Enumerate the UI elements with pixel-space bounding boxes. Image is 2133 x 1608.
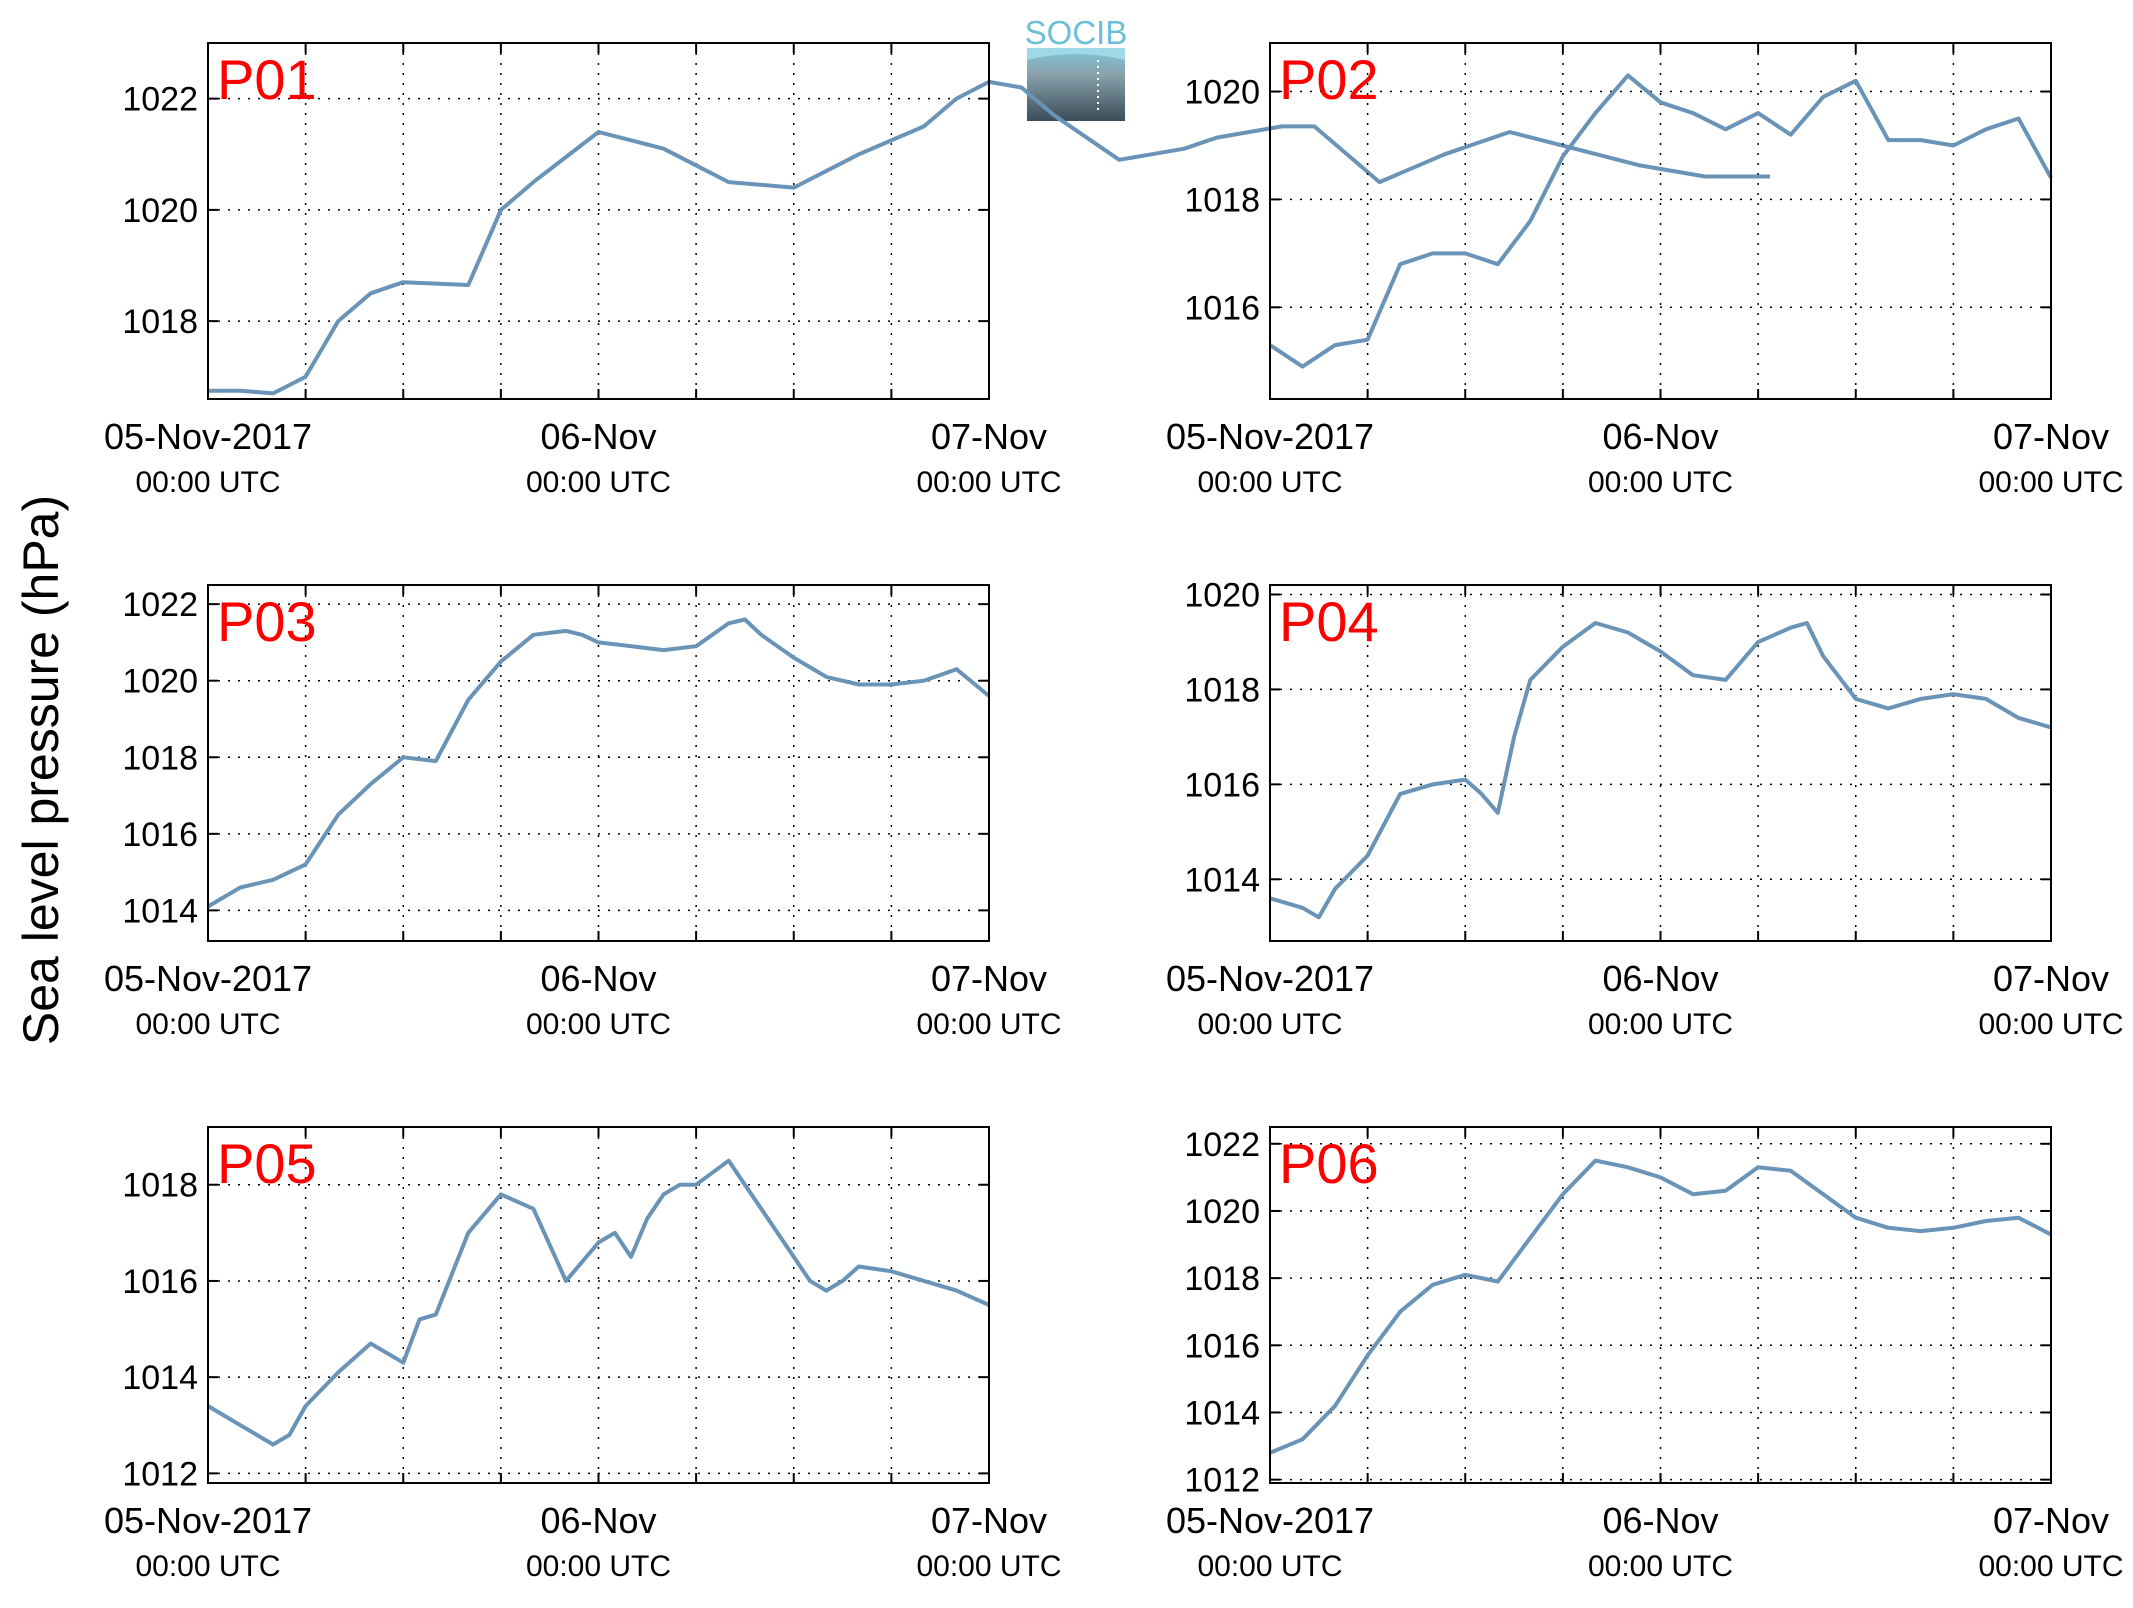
axes-frame bbox=[1269, 42, 2052, 400]
x-tick-label-date: 06-Nov bbox=[540, 1500, 656, 1541]
x-tick-label-time: 00:00 UTC bbox=[1978, 1008, 2123, 1041]
axes-frame bbox=[207, 1126, 990, 1484]
y-tick-label: 1014 bbox=[122, 1359, 198, 1397]
x-tick-label-date: 05-Nov-2017 bbox=[104, 416, 312, 457]
x-tick-label-date: 06-Nov bbox=[540, 958, 656, 999]
x-tick-label-date: 07-Nov bbox=[931, 1500, 1047, 1541]
y-tick-label: 1020 bbox=[1184, 74, 1260, 112]
y-tick-label: 1020 bbox=[1184, 1193, 1260, 1231]
x-tick-label-time: 00:00 UTC bbox=[1197, 1550, 1342, 1583]
x-tick-label-time: 00:00 UTC bbox=[526, 1550, 671, 1583]
y-tick-label: 1016 bbox=[122, 816, 198, 854]
y-tick-label: 1014 bbox=[1184, 1394, 1260, 1432]
y-axis-label: Sea level pressure (hPa) bbox=[13, 495, 69, 1045]
panel-p02: 1016 1018 1020 05-Nov-2017 00:00 UTC 06-Nov 00… bbox=[1166, 42, 2124, 499]
y-tick-label: 1018 bbox=[1184, 181, 1260, 219]
panel-label-p06: P06 bbox=[1279, 1132, 1379, 1195]
y-tick-label: 1016 bbox=[1184, 289, 1260, 327]
x-tick-label-date: 06-Nov bbox=[1602, 1500, 1718, 1541]
y-tick-label: 1018 bbox=[122, 1167, 198, 1205]
x-tick-label-time: 00:00 UTC bbox=[1978, 1550, 2123, 1583]
y-tick-label: 1012 bbox=[1184, 1462, 1260, 1500]
x-tick-label-date: 07-Nov bbox=[1993, 958, 2109, 999]
socib-logo: SOCIB bbox=[1025, 14, 1128, 121]
panel-p03: 1014 1016 1018 1020 1022 05-Nov-2017 00:00 UTC… bbox=[104, 584, 1062, 1041]
panel-p04: 1014 1016 1018 1020 05-Nov-2017 00:00 UTC 06-N… bbox=[1166, 576, 2124, 1041]
x-tick-label-date: 05-Nov-2017 bbox=[104, 958, 312, 999]
axes-frame bbox=[207, 584, 990, 942]
x-tick-label-time: 00:00 UTC bbox=[135, 466, 280, 499]
x-tick-label-date: 06-Nov bbox=[1602, 416, 1718, 457]
x-tick-label-time: 00:00 UTC bbox=[1197, 466, 1342, 499]
x-tick-label-time: 00:00 UTC bbox=[916, 1550, 1061, 1583]
x-tick-label-date: 07-Nov bbox=[1993, 416, 2109, 457]
y-tick-label: 1022 bbox=[122, 586, 198, 624]
panel-label-p05: P05 bbox=[217, 1132, 317, 1195]
y-tick-label: 1018 bbox=[122, 739, 198, 777]
x-tick-label-time: 00:00 UTC bbox=[526, 1008, 671, 1041]
panel-label-p01: P01 bbox=[217, 48, 317, 111]
x-tick-label-date: 05-Nov-2017 bbox=[104, 1500, 312, 1541]
x-tick-label-time: 00:00 UTC bbox=[526, 466, 671, 499]
panel-p05: 1012 1014 1016 1018 05-Nov-2017 00:00 UTC 06-N… bbox=[104, 1126, 1062, 1583]
x-tick-label-time: 00:00 UTC bbox=[1197, 1008, 1342, 1041]
x-tick-label-date: 06-Nov bbox=[540, 416, 656, 457]
y-tick-label: 1020 bbox=[122, 663, 198, 701]
y-tick-label: 1018 bbox=[1184, 671, 1260, 709]
x-tick-label-time: 00:00 UTC bbox=[1588, 1008, 1733, 1041]
x-tick-label-time: 00:00 UTC bbox=[916, 466, 1061, 499]
y-tick-label: 1018 bbox=[122, 303, 198, 341]
y-tick-label: 1020 bbox=[122, 192, 198, 230]
y-tick-label: 1012 bbox=[122, 1455, 198, 1493]
y-tick-label: 1016 bbox=[122, 1263, 198, 1301]
x-tick-label-date: 07-Nov bbox=[1993, 1500, 2109, 1541]
y-tick-label: 1022 bbox=[122, 81, 198, 119]
series-line-p05 bbox=[206, 1158, 990, 1447]
panel-label-p02: P02 bbox=[1279, 48, 1379, 111]
series-line-p02 bbox=[1268, 73, 2053, 369]
panel-p06: 1012 1014 1016 1018 1020 1022 05-Nov-2017 00:00… bbox=[1166, 1126, 2124, 1583]
x-tick-label-date: 07-Nov bbox=[931, 416, 1047, 457]
series-line-p04 bbox=[1269, 621, 2052, 920]
x-tick-label-time: 00:00 UTC bbox=[1588, 466, 1733, 499]
y-tick-label: 1016 bbox=[1184, 766, 1260, 804]
series-line-p06 bbox=[1269, 1158, 2052, 1455]
y-tick-label: 1020 bbox=[1184, 576, 1260, 614]
panel-label-p04: P04 bbox=[1279, 590, 1379, 653]
socib-logo-text: SOCIB bbox=[1025, 14, 1128, 51]
axes-frame bbox=[1269, 584, 2052, 942]
x-tick-label-time: 00:00 UTC bbox=[1978, 466, 2123, 499]
x-tick-label-date: 06-Nov bbox=[1602, 958, 1718, 999]
x-tick-label-date: 07-Nov bbox=[931, 958, 1047, 999]
x-tick-label-date: 05-Nov-2017 bbox=[1166, 958, 1374, 999]
axes-frame bbox=[1269, 1126, 2052, 1484]
x-tick-label-date: 05-Nov-2017 bbox=[1166, 416, 1374, 457]
panel-p01: 1018 1020 1022 05-Nov-2017 00:00 UTC 06-Nov 00… bbox=[104, 42, 1770, 499]
y-tick-label: 1018 bbox=[1184, 1260, 1260, 1298]
x-tick-label-time: 00:00 UTC bbox=[135, 1008, 280, 1041]
series-line-p01 bbox=[208, 79, 1770, 396]
x-tick-label-time: 00:00 UTC bbox=[916, 1008, 1061, 1041]
x-tick-label-time: 00:00 UTC bbox=[1588, 1550, 1733, 1583]
panel-label-p03: P03 bbox=[217, 590, 317, 653]
series-line-p03 bbox=[206, 617, 991, 909]
y-tick-label: 1022 bbox=[1184, 1126, 1260, 1164]
y-tick-label: 1014 bbox=[1184, 861, 1260, 899]
y-tick-label: 1016 bbox=[1184, 1327, 1260, 1365]
x-tick-label-time: 00:00 UTC bbox=[135, 1550, 280, 1583]
y-tick-label: 1014 bbox=[122, 892, 198, 930]
x-tick-label-date: 05-Nov-2017 bbox=[1166, 1500, 1374, 1541]
